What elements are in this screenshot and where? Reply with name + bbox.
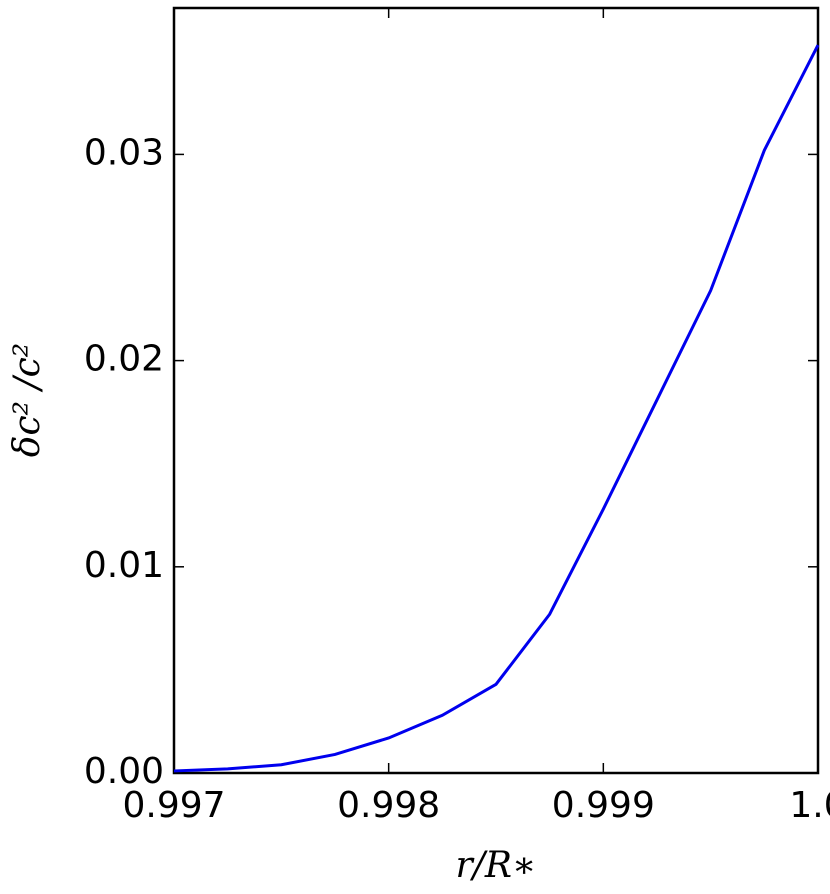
x-tick-label: 1.0 (789, 785, 830, 826)
x-tick-label: 0.999 (552, 785, 655, 826)
y-tick-label: 0.01 (84, 545, 164, 586)
y-tick-label: 0.03 (84, 132, 164, 173)
x-axis-label: r/R∗ (456, 845, 537, 886)
plot-frame (172, 6, 820, 775)
y-tick-label: 0.02 (84, 339, 164, 380)
y-axis-label: δc² /c² (7, 343, 48, 457)
x-tick-label: 0.997 (122, 785, 225, 826)
y-tick-label: 0.00 (84, 751, 164, 792)
x-tick-label: 0.998 (337, 785, 440, 826)
data-line (173, 44, 820, 773)
